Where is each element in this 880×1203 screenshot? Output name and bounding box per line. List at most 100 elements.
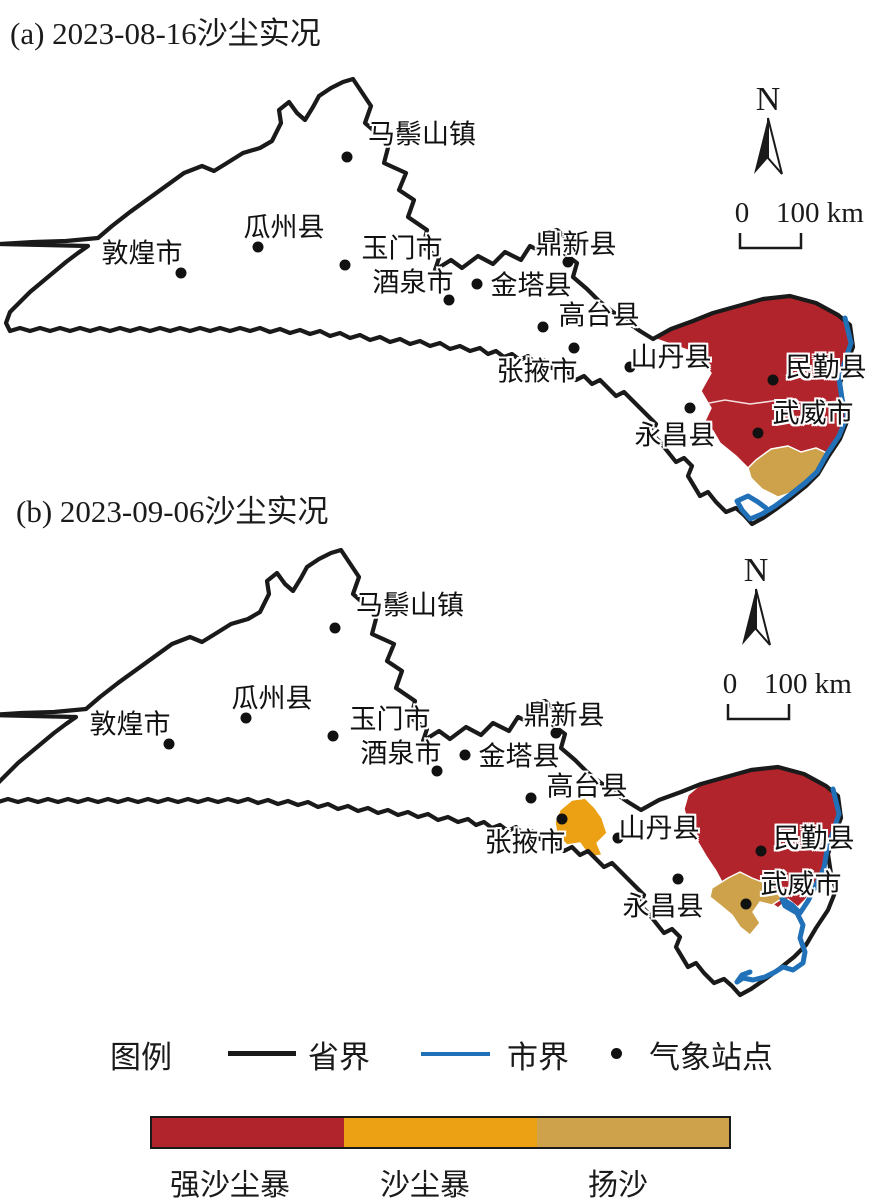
scale-distance: 100 km [764,668,852,700]
weather-station-swatch-icon [611,1048,622,1059]
north-label: N [756,81,781,118]
legend-city-label: 市界 [507,1040,569,1075]
station-label: 玉门市 [349,704,431,735]
city-boundary-swatch-icon [421,1052,490,1056]
weather-station-dot [327,730,339,742]
station-label: 永昌县 [634,420,716,451]
weather-station-dot [568,342,580,354]
legend-station-label: 气象站点 [649,1040,773,1075]
colorbar-blowing-sand-segment [536,1118,729,1147]
legend: 图例 省界 市界 气象站点 [0,1030,880,1075]
map-a-stations: 马鬃山镇 瓜州县 敦煌市 玉门市 酒泉市 鼎新县 金塔县 高台县 张掖市 山丹县 民勤县 武威市 永昌县 [0,62,880,542]
station-label: 鼎新县 [523,700,605,731]
weather-station-dot [341,151,353,163]
weather-station-dot [537,321,549,333]
station-label: 玉门市 [361,233,443,264]
north-arrow-left-icon [742,589,756,645]
station-label: 高台县 [546,771,628,802]
weather-station-dot [163,738,175,750]
station-label: 酒泉市 [360,738,442,769]
station-label: 马鬃山镇 [368,119,476,150]
scale-bar-bracket [726,704,791,721]
weather-station-dot [459,749,471,761]
colorbar-labels: 强沙尘暴 沙尘暴 扬沙 [0,1160,880,1202]
station-label: 瓜州县 [243,212,325,243]
province-boundary-line [0,76,856,527]
weather-station-dot [556,813,568,825]
scale-zero: 0 [723,668,738,700]
colorbar-label-blowing-sand: 扬沙 [588,1169,648,1202]
north-arrow-left-icon [754,118,768,174]
station-label: 武威市 [772,398,854,429]
station-label: 瓜州县 [231,683,313,714]
weather-station-dot [471,278,483,290]
map-a-svg: N 0 100 km [0,76,864,527]
weather-station-dot [525,792,537,804]
scale-distance: 100 km [776,197,864,229]
panel-a-title: (a) 2023-08-16沙尘实况 [10,16,321,51]
legend-title: 图例 [110,1040,172,1075]
dust-intensity-colorbar [150,1116,731,1149]
weather-station-dot [431,765,443,777]
weather-station-dot [740,898,752,910]
north-arrow: N [742,552,771,646]
weather-station-dot [684,402,696,414]
scale-bar: 0 100 km [723,668,852,721]
weather-station-dot [252,241,264,253]
weather-station-dot [755,845,767,857]
weather-station-dot [672,873,684,885]
scale-bar-bracket [738,233,803,250]
map-b-svg: N 0 100 km [0,547,852,998]
station-label: 酒泉市 [372,267,454,298]
station-label: 张掖市 [484,827,566,858]
weather-station-dot [767,374,779,386]
scale-zero: 0 [735,197,750,229]
weather-station-dot [550,727,562,739]
county-divider-line [703,399,844,405]
region-sandstorm [554,797,608,858]
station-label: 鼎新县 [535,229,617,260]
weather-station-dot [339,259,351,271]
colorbar-label-sandstorm: 沙尘暴 [380,1169,470,1202]
province-boundary-swatch-icon [228,1051,296,1056]
colorbar-sandstorm-segment [344,1118,537,1147]
north-arrow: N [754,81,783,175]
north-arrow-right-icon [767,117,783,175]
city-boundary-line [734,786,842,985]
station-label: 武威市 [760,869,842,900]
legend-province-label: 省界 [308,1040,370,1075]
station-label: 金塔县 [478,741,560,772]
weather-station-dot [175,267,187,279]
station-label: 敦煌市 [89,709,171,740]
station-label: 张掖市 [496,356,578,387]
map-panel-a: N 0 100 km 马鬃山镇 瓜州县 敦煌市 玉门市 酒泉市 鼎新县 金塔县 高台县 张掖市 山… [0,62,880,542]
weather-station-dot [612,832,624,844]
colorbar-strong-sandstorm-segment [152,1118,345,1147]
weather-station-dot [752,427,764,439]
province-area [0,550,841,995]
weather-station-dot [624,361,636,373]
province-area [0,79,853,524]
weather-station-dot [443,294,455,306]
north-label: N [744,552,769,589]
station-label: 山丹县 [618,813,700,844]
weather-station-dot [240,712,252,724]
colorbar-label-strong-sandstorm: 强沙尘暴 [170,1169,290,1202]
station-label: 民勤县 [773,823,855,854]
weather-station-dot [329,622,341,634]
station-label: 民勤县 [785,352,867,383]
station-label: 马鬃山镇 [356,590,464,621]
panel-b-title: (b) 2023-09-06沙尘实况 [16,494,329,529]
map-panel-b: N 0 100 km 马鬃山镇瓜州县敦煌市 玉门市 酒泉市 鼎新县金塔县 高台县张掖市 山… [0,533,868,1013]
weather-station-dot [562,256,574,268]
station-label: 山丹县 [630,342,712,373]
station-label: 高台县 [558,300,640,331]
station-label: 金塔县 [490,270,572,301]
station-label: 永昌县 [622,891,704,922]
map-b-stations: 马鬃山镇瓜州县敦煌市 玉门市 酒泉市 鼎新县金塔县 高台县张掖市 山丹县 民勤县武威市永昌县 [0,533,868,1013]
scale-bar: 0 100 km [735,197,864,250]
province-boundary-line [0,547,844,998]
north-arrow-right-icon [755,588,771,646]
city-boundary-line [734,315,854,522]
